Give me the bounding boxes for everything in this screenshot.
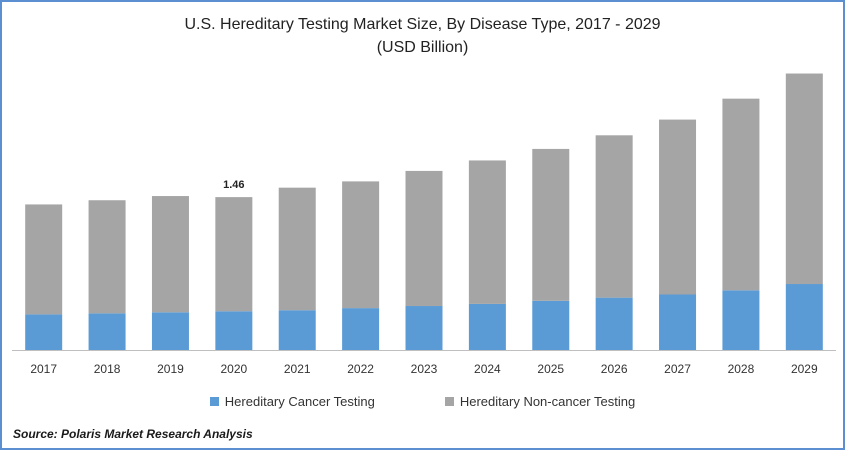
bar-cancer-2019: [151, 312, 189, 350]
x-tick-label-2019: 2019: [157, 362, 184, 376]
x-tick-label-2025: 2025: [537, 362, 564, 376]
bar-cancer-2029: [785, 284, 823, 350]
x-tick-label-2020: 2020: [220, 362, 247, 376]
chart-legend: Hereditary Cancer Testing Hereditary Non…: [2, 394, 843, 409]
bar-noncancer-2025: [532, 148, 570, 301]
source-note: Source: Polaris Market Research Analysis: [13, 427, 253, 441]
bar-noncancer-2024: [468, 160, 506, 304]
x-tick-label-2022: 2022: [347, 362, 374, 376]
bar-cancer-2025: [532, 300, 570, 350]
x-tick-label-2026: 2026: [601, 362, 628, 376]
x-tick-label-2017: 2017: [30, 362, 57, 376]
bar-noncancer-2028: [722, 98, 760, 291]
bar-noncancer-2021: [278, 187, 316, 311]
bar-cancer-2028: [722, 290, 760, 350]
x-tick-label-2024: 2024: [474, 362, 501, 376]
bar-noncancer-2029: [785, 73, 823, 285]
x-tick-label-2023: 2023: [411, 362, 438, 376]
legend-label-noncancer: Hereditary Non-cancer Testing: [459, 394, 636, 409]
x-tick-label-2029: 2029: [791, 362, 818, 376]
data-label-2020: 1.46: [223, 179, 244, 191]
bar-cancer-2018: [88, 313, 126, 350]
bar-cancer-2024: [468, 303, 506, 350]
legend-item-noncancer: Hereditary Non-cancer Testing: [444, 394, 636, 409]
x-tick-label-2028: 2028: [728, 362, 755, 376]
bar-noncancer-2019: [151, 196, 189, 313]
bar-cancer-2022: [342, 308, 380, 350]
bar-noncancer-2017: [25, 204, 63, 315]
bar-noncancer-2027: [659, 119, 697, 295]
bar-noncancer-2022: [342, 181, 380, 309]
bar-noncancer-2023: [405, 170, 443, 307]
legend-swatch-noncancer: [444, 397, 454, 406]
legend-swatch-cancer: [209, 397, 219, 406]
x-tick-label-2021: 2021: [284, 362, 311, 376]
bar-noncancer-2026: [595, 135, 633, 298]
bar-noncancer-2020: [215, 197, 253, 312]
bar-cancer-2017: [25, 314, 63, 350]
bar-cancer-2027: [659, 294, 697, 350]
legend-item-cancer: Hereditary Cancer Testing: [209, 394, 375, 409]
chart-title: U.S. Hereditary Testing Market Size, By …: [184, 16, 661, 33]
x-tick-label-2027: 2027: [664, 362, 691, 376]
bar-noncancer-2018: [88, 200, 126, 314]
bar-cancer-2026: [595, 297, 633, 350]
legend-label-cancer: Hereditary Cancer Testing: [224, 394, 375, 409]
chart-subtitle: (USD Billion): [376, 39, 469, 56]
x-tick-label-2018: 2018: [94, 362, 121, 376]
bar-cancer-2020: [215, 311, 253, 350]
bar-cancer-2023: [405, 306, 443, 350]
bar-cancer-2021: [278, 310, 316, 350]
